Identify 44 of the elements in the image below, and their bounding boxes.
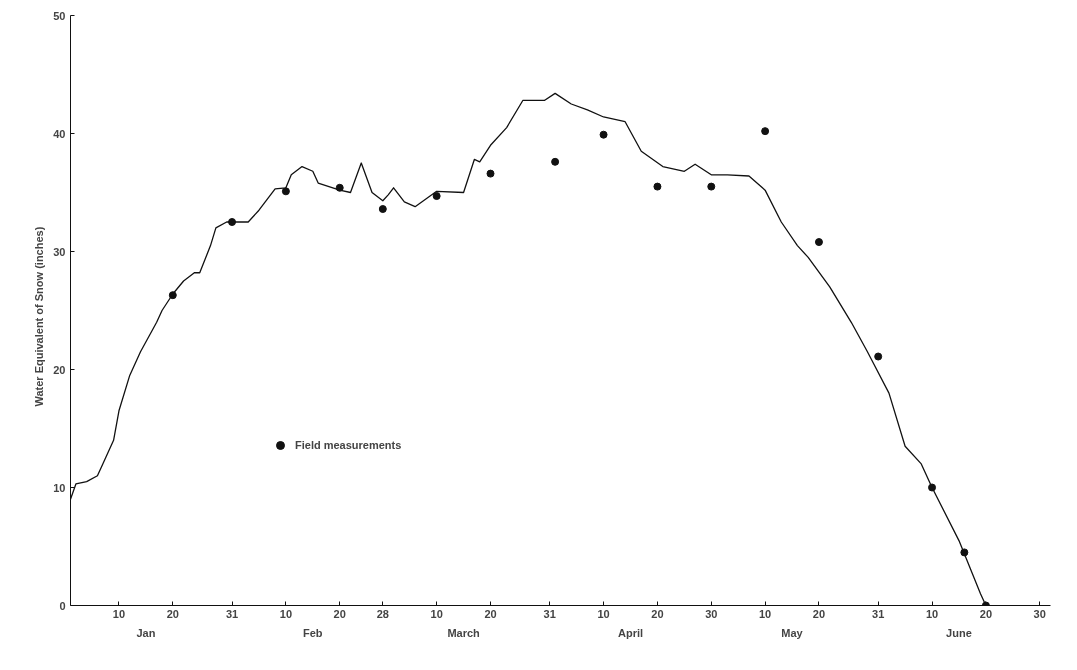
y-tick-label: 0 <box>59 599 66 612</box>
x-tick-label: 10 <box>112 607 126 620</box>
point <box>228 218 237 226</box>
text: June <box>946 626 972 639</box>
y-axis-title: Water Equivalent of Snow (inches) <box>33 226 46 407</box>
x-tick-label: 10 <box>759 607 772 620</box>
x-tick-label: 20 <box>979 607 993 620</box>
legend-label: Field measurements <box>295 439 402 451</box>
text: March <box>447 626 481 639</box>
y-tick-label: 10 <box>53 481 66 494</box>
x-tick-label: 31 <box>543 607 556 620</box>
point <box>378 205 387 214</box>
x-tick-label: 20 <box>484 607 497 620</box>
y-tick-label: 20 <box>53 363 66 376</box>
x-tick-label: 30 <box>1033 607 1046 620</box>
point <box>928 483 937 492</box>
point <box>653 182 662 191</box>
x-tick-label: 20 <box>333 607 346 620</box>
point <box>335 183 344 192</box>
x-tick-label: 10 <box>925 607 939 620</box>
x-tick-label: 28 <box>376 607 389 620</box>
x-tick-label: 31 <box>225 607 239 620</box>
x-tick-label: 10 <box>430 607 443 620</box>
point <box>814 238 823 247</box>
x-tick-label: 10 <box>597 607 610 620</box>
text: Jan <box>136 626 156 639</box>
text: April <box>617 626 644 639</box>
point <box>707 182 716 191</box>
text: May <box>781 626 804 639</box>
point <box>281 187 290 196</box>
y-tick-label: 40 <box>53 127 66 140</box>
point <box>761 127 770 136</box>
x-tick-label: 30 <box>705 607 718 620</box>
y-tick-label: 30 <box>53 245 66 258</box>
text: Feb <box>303 626 323 639</box>
x-tick-label: 20 <box>166 607 179 620</box>
x-tick-label: 10 <box>279 607 293 620</box>
x-tick-label: 31 <box>872 607 885 620</box>
point <box>168 291 177 300</box>
point <box>960 548 969 557</box>
x-tick-label: 20 <box>651 607 664 620</box>
point <box>874 352 883 361</box>
y-tick-label: 50 <box>53 9 66 22</box>
x-tick-label: 20 <box>812 607 826 620</box>
